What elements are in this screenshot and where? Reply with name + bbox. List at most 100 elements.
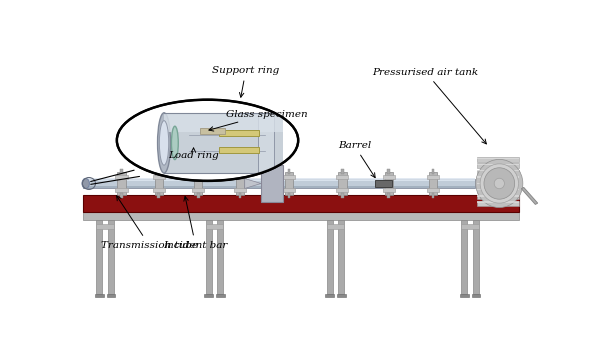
Text: Transmission tube: Transmission tube [101,196,197,250]
Bar [261,165,283,202]
Bar [239,169,241,174]
Ellipse shape [494,178,505,189]
Bar [120,193,123,198]
Bar [375,180,392,187]
Bar [157,193,160,198]
Bar [477,170,519,171]
Bar [326,220,332,294]
Bar [83,186,475,188]
Bar [115,175,128,178]
Ellipse shape [172,126,178,159]
Bar [385,172,393,194]
Text: Support ring: Support ring [212,66,280,97]
Ellipse shape [82,178,89,188]
Bar [107,294,115,298]
Bar [97,223,114,229]
Bar [108,220,114,294]
Bar [115,188,128,192]
Bar [83,178,475,188]
Bar [287,169,290,174]
Ellipse shape [484,168,515,199]
Bar [258,113,274,173]
Bar [83,212,519,220]
Bar [477,202,519,203]
Bar [337,188,349,192]
Bar [383,175,395,178]
Bar [236,172,244,194]
Text: Load ring: Load ring [168,148,219,160]
Bar [283,188,295,192]
Bar [200,128,226,134]
Bar [204,294,213,298]
Bar [152,175,165,178]
Bar [477,176,519,178]
Bar [472,294,481,298]
Polygon shape [245,178,261,188]
Bar [234,175,246,178]
Bar [477,189,519,190]
Bar [477,164,519,165]
Text: Glass specimen: Glass specimen [209,109,308,131]
Bar [192,188,204,192]
Bar [477,170,519,174]
Bar [287,193,290,198]
Ellipse shape [160,121,169,165]
Bar [337,175,349,178]
Bar [97,220,103,294]
Bar [283,175,295,178]
Bar [388,169,390,174]
Bar [194,172,202,194]
Bar [461,223,479,229]
Text: Pressurised air tank: Pressurised air tank [373,68,487,144]
Bar [341,193,344,198]
Bar [477,157,519,159]
Bar [338,172,347,194]
Text: Barrel: Barrel [338,141,375,177]
Bar [157,169,160,174]
Bar [164,113,283,173]
Bar [217,220,223,294]
Bar [427,175,439,178]
Bar [285,172,293,194]
Bar [461,220,467,294]
Ellipse shape [117,100,298,181]
Bar [477,157,519,162]
Bar [337,294,346,298]
Bar [427,188,439,192]
Bar [326,223,344,229]
Bar [477,182,519,187]
Bar [388,193,390,198]
Bar [216,294,225,298]
Bar [152,188,165,192]
Bar [477,163,519,168]
Bar [83,177,475,181]
Bar [477,176,519,181]
Bar [155,172,163,194]
Bar [477,183,519,184]
Bar [239,193,241,198]
Bar [206,220,212,294]
Bar [341,169,344,174]
Bar [197,193,200,198]
Bar [429,172,437,194]
Bar [431,169,434,174]
Ellipse shape [476,159,523,207]
Bar [477,195,519,200]
Bar [477,201,519,206]
Bar [477,188,519,193]
Bar [118,172,125,194]
Bar [325,294,334,298]
Bar [83,195,519,212]
Bar [338,220,344,294]
Text: Incident bar: Incident bar [163,197,228,250]
Bar [120,169,123,174]
Polygon shape [521,187,538,204]
Bar [164,113,283,132]
Bar [219,130,259,136]
Bar [473,220,479,294]
Bar [95,294,104,298]
Ellipse shape [480,164,518,203]
Bar [234,188,246,192]
Bar [431,193,434,198]
Bar [197,169,200,174]
